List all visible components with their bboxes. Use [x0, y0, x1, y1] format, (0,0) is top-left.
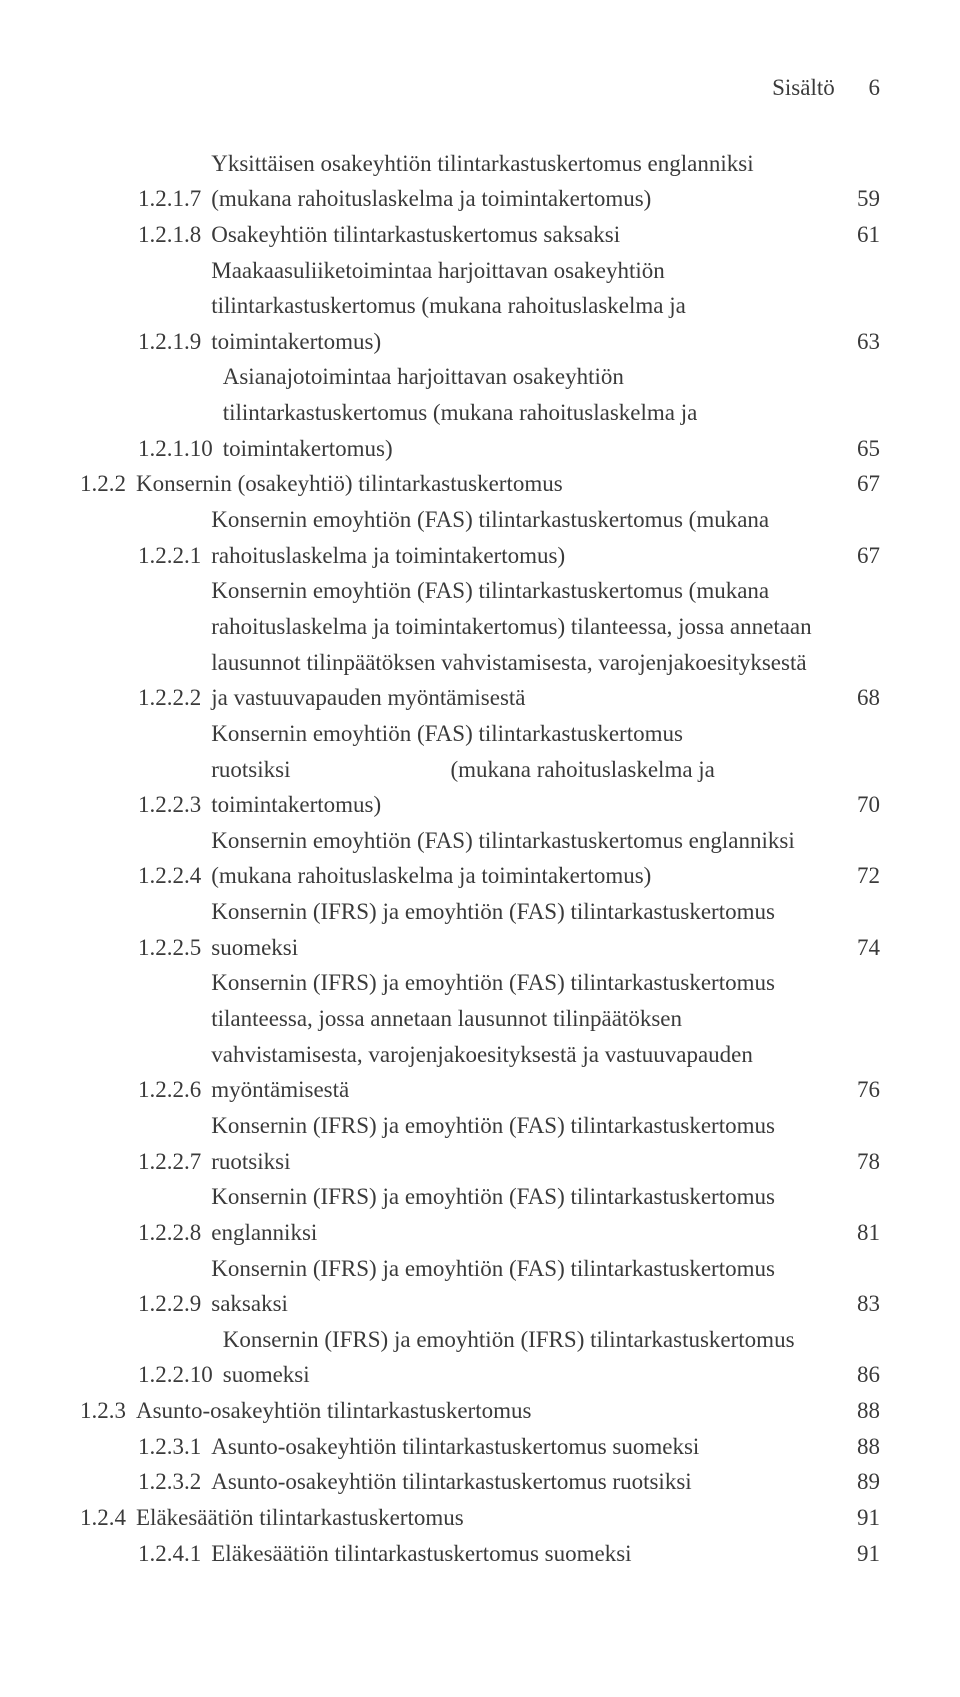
toc-entry-number: 1.2.2.6	[138, 1072, 211, 1108]
toc-entry-page: 61	[828, 217, 880, 253]
toc-entry-page: 83	[828, 1286, 880, 1322]
toc-entry-page: 65	[828, 431, 880, 467]
toc-entry-number: 1.2.2.4	[138, 858, 211, 894]
toc-entry: 1.2.1.7Yksittäisen osakeyhtiön tilintark…	[80, 146, 880, 217]
toc-entry: 1.2.2.7Konsernin (IFRS) ja emoyhtiön (FA…	[80, 1108, 880, 1179]
toc-entry-number: 1.2.3.1	[138, 1429, 211, 1465]
table-of-contents: 1.2.1.7Yksittäisen osakeyhtiön tilintark…	[80, 146, 880, 1572]
toc-entry-page: 67	[828, 466, 880, 502]
toc-entry-text: Konsernin (IFRS) ja emoyhtiön (IFRS) til…	[223, 1322, 828, 1393]
toc-entry-number: 1.2.2.5	[138, 930, 211, 966]
toc-entry-text: Konsernin emoyhtiön (FAS) tilintarkastus…	[211, 502, 828, 573]
toc-entry: 1.2.2.2Konsernin emoyhtiön (FAS) tilinta…	[80, 573, 880, 716]
toc-entry-page: 86	[828, 1357, 880, 1393]
toc-entry-text: Konsernin (IFRS) ja emoyhtiön (FAS) tili…	[211, 894, 828, 965]
toc-entry-text: Asunto-osakeyhtiön tilintarkastuskertomu…	[211, 1429, 828, 1465]
toc-entry-page: 91	[828, 1500, 880, 1536]
toc-entry-page: 81	[828, 1215, 880, 1251]
toc-entry-text: Eläkesäätiön tilintarkastuskertomus suom…	[211, 1536, 828, 1572]
toc-entry-number: 1.2.2.2	[138, 680, 211, 716]
toc-entry-number: 1.2.4	[80, 1500, 136, 1536]
toc-entry-text: Osakeyhtiön tilintarkastuskertomus saksa…	[211, 217, 828, 253]
toc-entry: 1.2.4Eläkesäätiön tilintarkastuskertomus…	[80, 1500, 880, 1536]
toc-entry: 1.2.2.5Konsernin (IFRS) ja emoyhtiön (FA…	[80, 894, 880, 965]
toc-entry-number: 1.2.2.3	[138, 787, 211, 823]
toc-entry-number: 1.2.3	[80, 1393, 136, 1429]
toc-entry-text: Konsernin (IFRS) ja emoyhtiön (FAS) tili…	[211, 1251, 828, 1322]
toc-entry-text: Maakaasuliiketoimintaa harjoittavan osak…	[211, 253, 828, 360]
toc-entry-text: Konsernin (IFRS) ja emoyhtiön (FAS) tili…	[211, 965, 828, 1108]
header-title: Sisältö	[772, 75, 835, 100]
toc-entry: 1.2.1.10Asianajotoimintaa harjoittavan o…	[80, 359, 880, 466]
toc-entry-number: 1.2.2.10	[138, 1357, 223, 1393]
toc-entry-number: 1.2.1.7	[138, 181, 211, 217]
toc-entry-number: 1.2.2	[80, 466, 136, 502]
toc-entry-page: 78	[828, 1144, 880, 1180]
toc-entry-text: Asunto-osakeyhtiön tilintarkastuskertomu…	[211, 1464, 828, 1500]
toc-entry: 1.2.3Asunto-osakeyhtiön tilintarkastuske…	[80, 1393, 880, 1429]
toc-entry: 1.2.1.8Osakeyhtiön tilintarkastuskertomu…	[80, 217, 880, 253]
toc-entry: 1.2.2Konsernin (osakeyhtiö) tilintarkast…	[80, 466, 880, 502]
toc-entry-number: 1.2.4.1	[138, 1536, 211, 1572]
toc-entry-page: 74	[828, 930, 880, 966]
toc-entry: 1.2.2.3Konsernin emoyhtiön (FAS) tilinta…	[80, 716, 880, 823]
page-header: Sisältö 6	[80, 70, 880, 106]
toc-entry-text: Yksittäisen osakeyhtiön tilintarkastuske…	[211, 146, 828, 217]
toc-entry: 1.2.2.6Konsernin (IFRS) ja emoyhtiön (FA…	[80, 965, 880, 1108]
toc-entry-text: Konsernin (osakeyhtiö) tilintarkastusker…	[136, 466, 828, 502]
toc-entry-page: 88	[828, 1429, 880, 1465]
toc-entry-text: Asianajotoimintaa harjoittavan osakeyhti…	[223, 359, 828, 466]
toc-entry-page: 91	[828, 1536, 880, 1572]
toc-entry: 1.2.3.1Asunto-osakeyhtiön tilintarkastus…	[80, 1429, 880, 1465]
toc-entry: 1.2.2.8Konsernin (IFRS) ja emoyhtiön (FA…	[80, 1179, 880, 1250]
toc-entry-number: 1.2.2.7	[138, 1144, 211, 1180]
toc-entry-page: 76	[828, 1072, 880, 1108]
toc-entry-text: Asunto-osakeyhtiön tilintarkastuskertomu…	[136, 1393, 828, 1429]
toc-entry: 1.2.1.9Maakaasuliiketoimintaa harjoittav…	[80, 253, 880, 360]
toc-entry-text-line: toimintakertomus)	[211, 787, 828, 823]
toc-entry-page: 67	[828, 538, 880, 574]
toc-entry-page: 88	[828, 1393, 880, 1429]
toc-entry: 1.2.2.4Konsernin emoyhtiön (FAS) tilinta…	[80, 823, 880, 894]
toc-entry-text: Eläkesäätiön tilintarkastuskertomus	[136, 1500, 828, 1536]
toc-entry-text: Konsernin (IFRS) ja emoyhtiön (FAS) tili…	[211, 1108, 828, 1179]
toc-entry: 1.2.2.10Konsernin (IFRS) ja emoyhtiön (I…	[80, 1322, 880, 1393]
toc-entry-page: 63	[828, 324, 880, 360]
toc-entry: 1.2.2.9Konsernin (IFRS) ja emoyhtiön (FA…	[80, 1251, 880, 1322]
toc-entry-text: Konsernin emoyhtiön (FAS) tilintarkastus…	[211, 716, 828, 823]
toc-entry-text: Konsernin emoyhtiön (FAS) tilintarkastus…	[211, 823, 828, 894]
toc-entry-number: 1.2.1.10	[138, 431, 223, 467]
toc-entry-page: 72	[828, 858, 880, 894]
toc-entry-page: 59	[828, 181, 880, 217]
toc-entry-text: Konsernin (IFRS) ja emoyhtiön (FAS) tili…	[211, 1179, 828, 1250]
toc-entry-page: 70	[828, 787, 880, 823]
toc-entry-number: 1.2.2.9	[138, 1286, 211, 1322]
toc-entry-number: 1.2.1.8	[138, 217, 211, 253]
toc-entry-number: 1.2.3.2	[138, 1464, 211, 1500]
toc-entry-text-line: Konsernin emoyhtiön (FAS) tilintarkastus…	[211, 716, 828, 752]
toc-entry-text: Konsernin emoyhtiön (FAS) tilintarkastus…	[211, 573, 828, 716]
toc-entry-text-line: ruotsiksi(mukana rahoituslaskelma ja	[211, 752, 828, 788]
toc-entry-number: 1.2.2.8	[138, 1215, 211, 1251]
toc-entry: 1.2.2.1Konsernin emoyhtiön (FAS) tilinta…	[80, 502, 880, 573]
toc-entry-number: 1.2.2.1	[138, 538, 211, 574]
toc-entry: 1.2.4.1Eläkesäätiön tilintarkastuskertom…	[80, 1536, 880, 1572]
toc-entry: 1.2.3.2Asunto-osakeyhtiön tilintarkastus…	[80, 1464, 880, 1500]
header-page-number: 6	[869, 70, 881, 106]
toc-entry-page: 68	[828, 680, 880, 716]
toc-entry-page: 89	[828, 1464, 880, 1500]
toc-entry-number: 1.2.1.9	[138, 324, 211, 360]
